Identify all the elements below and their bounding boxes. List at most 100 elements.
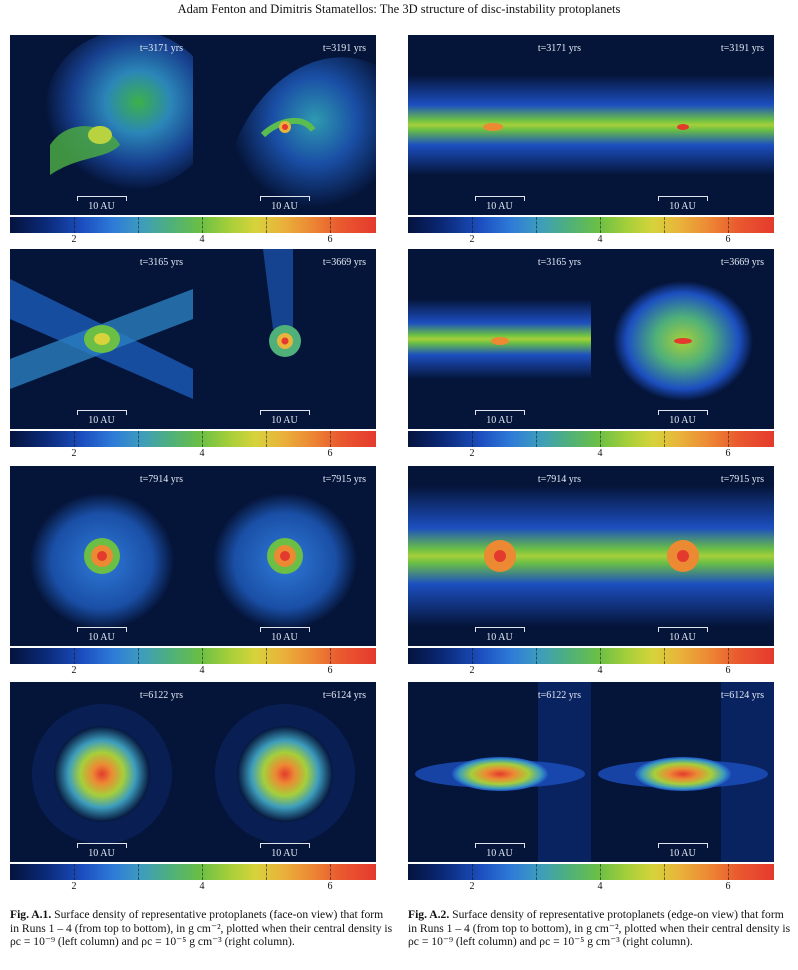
colorbar: [10, 217, 376, 233]
scale-label: 10 AU: [486, 201, 513, 212]
colorbar-tick: 2: [71, 665, 77, 676]
scale-label: 10 AU: [271, 201, 298, 212]
density-panel: t=3669 yrs 10 AU: [591, 249, 774, 429]
density-panel: t=3171 yrs 10 AU: [10, 35, 193, 215]
scale-bar: [76, 627, 127, 632]
time-label: t=6124 yrs: [720, 690, 764, 701]
scale-label: 10 AU: [271, 632, 298, 643]
density-panel: t=6124 yrs 10 AU: [591, 682, 774, 862]
figure-row: t=3165 yrs 10 AU t=3669 yrs 10 AU 2 4 6: [408, 249, 774, 459]
time-label: t=3191 yrs: [720, 43, 764, 54]
colorbar-ticks: 2 4 6: [408, 881, 774, 893]
colorbar-ticks: 2 4 6: [10, 234, 376, 246]
colorbar-tick: 4: [597, 665, 603, 676]
colorbar: [10, 431, 376, 447]
colorbar-tick: 6: [327, 881, 333, 892]
scale-bar: [657, 843, 708, 848]
colorbar-tick: 2: [469, 234, 475, 245]
scale-bar: [76, 196, 127, 201]
caption-label: Fig. A.2.: [408, 908, 450, 921]
time-label: t=3165 yrs: [537, 257, 581, 268]
scale-label: 10 AU: [669, 415, 696, 426]
caption-label: Fig. A.1.: [10, 908, 52, 921]
colorbar-tick: 2: [71, 234, 77, 245]
scale-label: 10 AU: [669, 201, 696, 212]
colorbar: [408, 648, 774, 664]
time-label: t=7914 yrs: [537, 474, 581, 485]
scale-label: 10 AU: [486, 848, 513, 859]
colorbar-tick: 4: [199, 448, 205, 459]
colorbar-ticks: 2 4 6: [408, 665, 774, 677]
figure-row: t=3165 yrs 10 AU t=3669 yrs 10 AU 2 4 6: [10, 249, 376, 459]
colorbar-tick: 6: [725, 448, 731, 459]
colorbar: [10, 864, 376, 880]
time-label: t=3165 yrs: [139, 257, 183, 268]
time-label: t=7915 yrs: [322, 474, 366, 485]
time-label: t=3191 yrs: [322, 43, 366, 54]
density-panel: t=3669 yrs 10 AU: [193, 249, 376, 429]
colorbar-tick: 4: [199, 234, 205, 245]
scale-bar: [474, 843, 525, 848]
colorbar: [10, 648, 376, 664]
scale-label: 10 AU: [486, 632, 513, 643]
density-panel: t=3165 yrs 10 AU: [10, 249, 193, 429]
scale-bar: [657, 410, 708, 415]
density-panel: t=3191 yrs 10 AU: [591, 35, 774, 215]
colorbar-tick: 4: [199, 881, 205, 892]
caption-text: Surface density of representative protop…: [10, 908, 393, 948]
caption-fig-a1: Fig. A.1. Surface density of representat…: [10, 908, 394, 949]
scale-bar: [259, 627, 310, 632]
colorbar: [408, 217, 774, 233]
time-label: t=6122 yrs: [139, 690, 183, 701]
scale-bar: [474, 196, 525, 201]
colorbar-tick: 6: [327, 665, 333, 676]
figure-row: t=7914 yrs 10 AU t=7915 yrs 10 AU 2 4 6: [408, 466, 774, 676]
colorbar-tick: 2: [71, 448, 77, 459]
caption-text: Surface density of representative protop…: [408, 908, 791, 948]
colorbar-ticks: 2 4 6: [10, 665, 376, 677]
density-panel: t=3165 yrs 10 AU: [408, 249, 591, 429]
scale-bar: [76, 410, 127, 415]
caption-fig-a2: Fig. A.2. Surface density of representat…: [408, 908, 792, 949]
scale-label: 10 AU: [88, 632, 115, 643]
time-label: t=3171 yrs: [139, 43, 183, 54]
colorbar-tick: 2: [469, 881, 475, 892]
scale-bar: [259, 843, 310, 848]
scale-label: 10 AU: [486, 415, 513, 426]
colorbar-tick: 4: [199, 665, 205, 676]
colorbar-tick: 6: [327, 234, 333, 245]
scale-bar: [474, 410, 525, 415]
scale-label: 10 AU: [669, 848, 696, 859]
scale-label: 10 AU: [88, 848, 115, 859]
scale-bar: [76, 843, 127, 848]
figure-row: t=7914 yrs 10 AU t=7915 yrs 10 AU 2 4 6: [10, 466, 376, 676]
colorbar-tick: 6: [327, 448, 333, 459]
density-panel: t=3171 yrs 10 AU: [408, 35, 591, 215]
scale-label: 10 AU: [271, 415, 298, 426]
figure-row: t=6122 yrs 10 AU t=6124 yrs 10 AU 2 4 6: [408, 682, 774, 892]
scale-label: 10 AU: [271, 848, 298, 859]
density-panel: t=6122 yrs 10 AU: [10, 682, 193, 862]
time-label: t=3669 yrs: [720, 257, 764, 268]
colorbar-tick: 4: [597, 881, 603, 892]
density-panel: t=6122 yrs 10 AU: [408, 682, 591, 862]
colorbar-tick: 2: [469, 665, 475, 676]
time-label: t=7915 yrs: [720, 474, 764, 485]
colorbar-tick: 2: [469, 448, 475, 459]
colorbar-tick: 4: [597, 234, 603, 245]
scale-label: 10 AU: [88, 415, 115, 426]
colorbar-tick: 4: [597, 448, 603, 459]
colorbar-ticks: 2 4 6: [10, 448, 376, 460]
colorbar-ticks: 2 4 6: [408, 448, 774, 460]
figure-row: t=6122 yrs 10 AU t=6124 yrs 10 AU 2 4 6: [10, 682, 376, 892]
scale-bar: [657, 196, 708, 201]
colorbar-tick: 2: [71, 881, 77, 892]
density-panel: t=7914 yrs 10 AU: [10, 466, 193, 646]
density-panel: t=7915 yrs 10 AU: [591, 466, 774, 646]
time-label: t=6124 yrs: [322, 690, 366, 701]
time-label: t=3171 yrs: [537, 43, 581, 54]
colorbar: [408, 864, 774, 880]
figure-row: t=3171 yrs 10 AU t=3191 yrs 10 AU 2 4: [10, 35, 376, 245]
colorbar-tick: 6: [725, 881, 731, 892]
density-panel: t=6124 yrs 10 AU: [193, 682, 376, 862]
